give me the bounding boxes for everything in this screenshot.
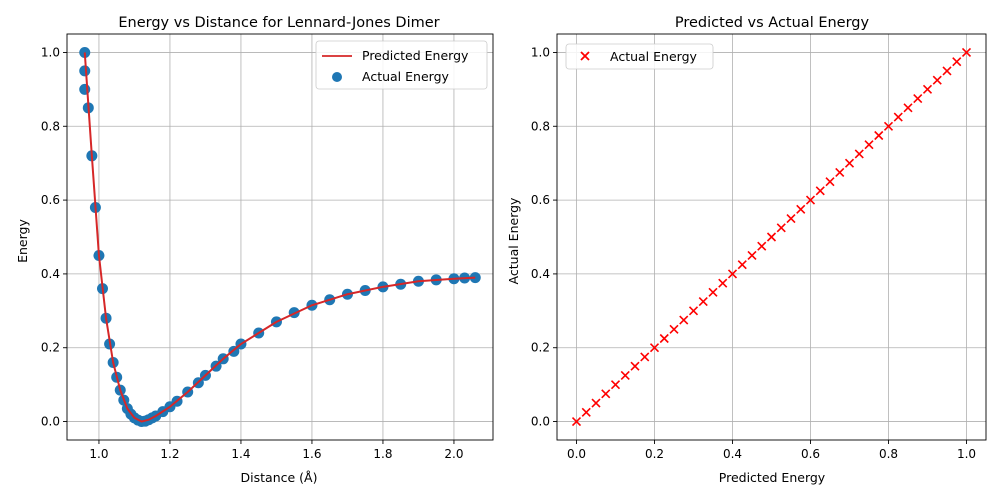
y-tick-label: 0.8 [41, 119, 60, 133]
data-point-x-marker [796, 204, 806, 214]
data-point-x-marker [893, 112, 903, 122]
data-point-x-marker [698, 297, 708, 307]
x-tick-label: 0.0 [567, 447, 586, 461]
plot-frame [556, 33, 987, 441]
data-point-x-marker [591, 398, 601, 408]
data-point-x-marker [961, 47, 972, 58]
data-point-x-marker [932, 75, 942, 85]
data-point-x-marker [825, 177, 835, 187]
data-point-x-marker [757, 241, 767, 251]
legend-box [315, 40, 488, 90]
y-tick-label: 0.6 [41, 193, 60, 207]
data-point-x-marker [854, 149, 864, 159]
legend-label-predicted: Predicted Energy [362, 48, 469, 63]
axis-ticks: 1.0 1.2 1.4 1.6 1.8 2.0 0.0 0.2 0.4 0.6 0.8 1.0 [41, 45, 464, 461]
predicted-vs-actual-chart: Predicted vs Actual Energy Predicted Ene… [506, 15, 987, 485]
data-point-x-marker [844, 158, 855, 168]
grid [67, 34, 493, 440]
legend: Predicted Energy Actual Energy [315, 40, 488, 90]
x-tick-label: 2.0 [444, 447, 463, 461]
y-axis-label: Actual Energy [506, 197, 521, 284]
x-tick-label: 1.8 [373, 447, 392, 461]
chart-title: Energy vs Distance for Lennard-Jones Dim… [118, 15, 439, 31]
legend-label-actual: Actual Energy [610, 49, 697, 64]
data-point-x-marker [659, 333, 669, 344]
data-point-x-marker [708, 287, 718, 297]
data-point-x-marker [913, 94, 923, 104]
legend: Actual Energy [565, 43, 714, 70]
y-tick-label: 0.2 [531, 341, 550, 355]
legend-marker-x [580, 51, 590, 61]
x-axis-label: Predicted Energy [719, 470, 826, 485]
x-tick-label: 1.0 [957, 447, 976, 461]
legend-marker-actual [332, 72, 342, 82]
plot-marks [571, 47, 972, 427]
legend-label-actual: Actual Energy [362, 69, 449, 84]
data-point-x-marker [620, 370, 630, 380]
x-tick-label: 0.4 [723, 447, 742, 461]
data-point-x-marker [922, 84, 933, 94]
x-tick-label: 1.2 [160, 447, 179, 461]
data-point-x-marker [581, 407, 591, 417]
data-point-actual-energy [79, 83, 91, 95]
y-tick-label: 0.4 [41, 267, 60, 281]
data-point-x-marker [786, 213, 796, 224]
data-point-x-marker [805, 195, 816, 205]
data-point-x-marker [669, 324, 679, 334]
y-tick-label: 0.8 [531, 119, 550, 133]
energy-vs-distance-chart: Energy vs Distance for Lennard-Jones Dim… [15, 15, 494, 485]
x-tick-label: 1.4 [231, 447, 250, 461]
chart-title: Predicted vs Actual Energy [675, 15, 870, 31]
x-tick-label: 1.6 [302, 447, 321, 461]
data-point-x-marker [776, 223, 786, 233]
data-point-x-marker [815, 186, 825, 196]
plot-frame [66, 33, 494, 441]
x-axis-label: Distance (Å) [241, 470, 318, 485]
data-point-x-marker [630, 361, 640, 371]
data-point-x-marker [640, 352, 650, 362]
plot-marks [79, 46, 481, 428]
x-tick-label: 1.0 [89, 447, 108, 461]
data-point-x-marker [942, 66, 952, 76]
data-point-x-marker [610, 380, 621, 390]
legend-box [565, 43, 714, 70]
data-point-x-marker [864, 140, 874, 150]
data-point-x-marker [571, 416, 582, 427]
data-point-x-marker [903, 103, 913, 113]
data-point-x-marker [747, 250, 757, 261]
grid [557, 34, 986, 440]
y-tick-label: 0.0 [41, 415, 60, 429]
data-point-x-marker [727, 269, 738, 279]
data-point-x-marker [649, 343, 660, 353]
data-point-x-marker [766, 232, 777, 242]
data-point-x-marker [688, 306, 699, 316]
data-point-x-marker [601, 389, 611, 399]
x-tick-label: 0.6 [801, 447, 820, 461]
data-point-x-marker [737, 260, 747, 270]
data-point-x-marker [718, 278, 728, 288]
data-point-x-marker [883, 121, 894, 131]
y-tick-label: 0.4 [531, 267, 550, 281]
y-tick-label: 1.0 [41, 45, 60, 59]
y-tick-label: 1.0 [531, 45, 550, 59]
y-tick-label: 0.0 [531, 415, 550, 429]
data-point-x-marker [874, 130, 884, 141]
data-point-x-marker [679, 315, 689, 325]
y-axis-label: Energy [15, 219, 30, 263]
series-line-predicted-energy [83, 52, 476, 423]
axis-ticks: 0.0 0.2 0.4 0.6 0.8 1.0 0.0 0.2 0.4 0.6 0.8 1.0 [531, 45, 976, 461]
x-tick-label: 0.2 [645, 447, 664, 461]
data-point-x-marker [952, 57, 962, 67]
data-point-x-marker [835, 167, 845, 177]
data-point-actual-energy [79, 65, 91, 77]
x-tick-label: 0.8 [879, 447, 898, 461]
y-tick-label: 0.6 [531, 193, 550, 207]
y-tick-label: 0.2 [41, 341, 60, 355]
